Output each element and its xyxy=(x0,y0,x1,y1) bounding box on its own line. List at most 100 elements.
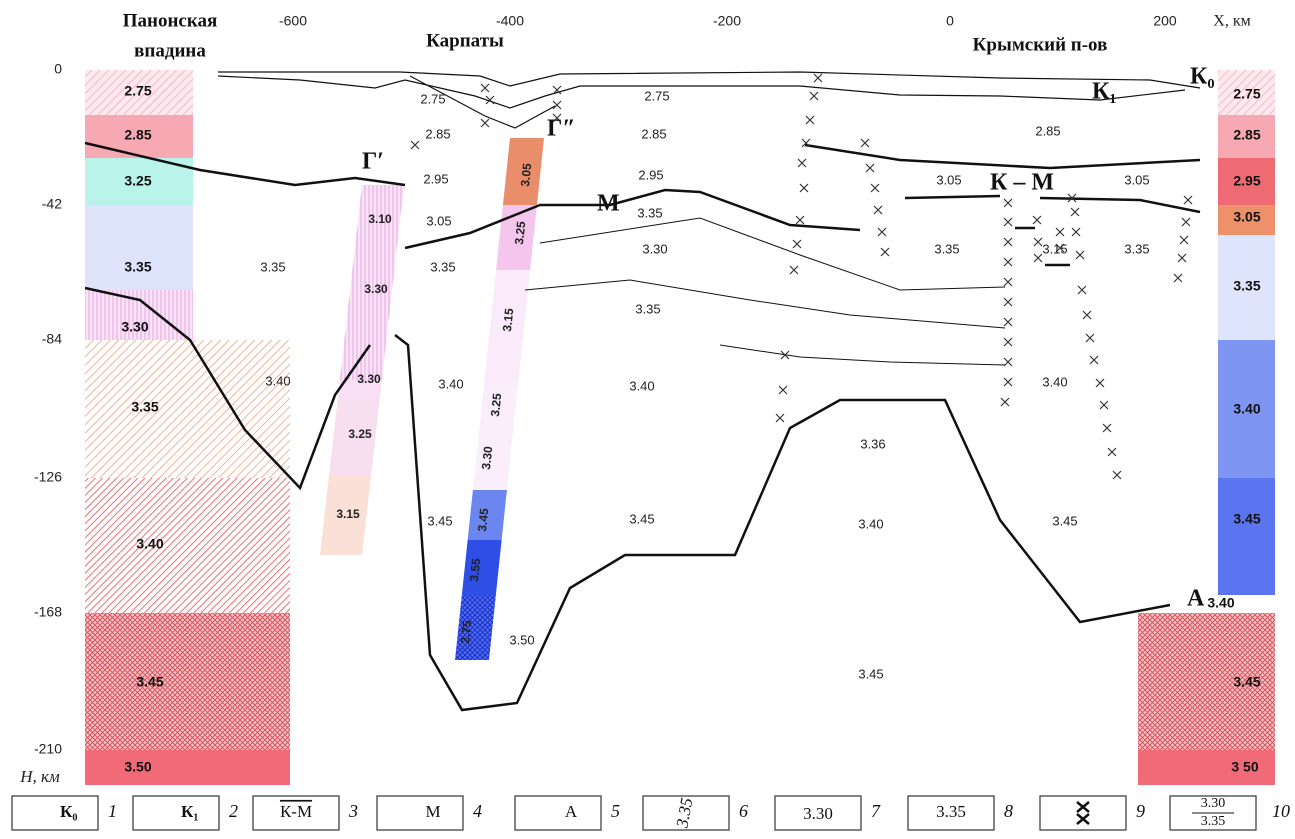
cross-mark xyxy=(1003,257,1013,267)
section-label: 3.15 xyxy=(1042,241,1067,256)
strip-label: 3.10 xyxy=(368,212,392,226)
y-tick-label: -84 xyxy=(42,331,62,347)
cross-mark xyxy=(1000,397,1010,407)
cross-mark xyxy=(809,91,819,101)
cross-mark xyxy=(1003,377,1013,387)
y-tick-label: -168 xyxy=(34,604,62,620)
strip-label: 3.45 xyxy=(475,507,491,532)
boundary-line xyxy=(394,334,1171,712)
boundary-line xyxy=(84,141,406,187)
cross-mark xyxy=(1107,447,1117,457)
cross-mark xyxy=(880,247,890,257)
legend-number: 9 xyxy=(1136,801,1145,821)
cross-mark xyxy=(1077,285,1087,295)
boundary-line xyxy=(84,286,372,491)
layers xyxy=(85,70,1275,785)
legend-label: 3.30 xyxy=(803,804,833,823)
cross-mark xyxy=(1055,227,1065,237)
strip-label: 3.30 xyxy=(357,372,381,386)
layer xyxy=(85,340,290,478)
cross-mark xyxy=(778,385,788,395)
legend-box xyxy=(252,795,340,831)
section-label: 3.05 xyxy=(1124,172,1149,187)
boundary-line xyxy=(1039,196,1201,214)
legend-label: К₁ xyxy=(181,802,198,821)
region-label: Карпаты xyxy=(426,30,504,51)
column-label: 2.95 xyxy=(1233,173,1260,189)
section-label: 3.45 xyxy=(1052,513,1077,528)
section-label: 3.35 xyxy=(637,205,662,220)
column-label: 3.40 xyxy=(1233,401,1260,417)
legend-label: К₀ xyxy=(60,802,77,821)
legend-number: 10 xyxy=(1272,801,1290,821)
cross-mark xyxy=(1181,217,1191,227)
layer xyxy=(1218,70,1275,115)
legend-box xyxy=(774,795,862,831)
strip-label: 3.30 xyxy=(364,282,388,296)
cross-mark xyxy=(1183,195,1193,205)
strip-label: 3.25 xyxy=(512,220,528,245)
column-label: 2.75 xyxy=(124,83,151,99)
boundary-line xyxy=(218,71,1201,89)
cross-mark xyxy=(797,158,807,168)
layer xyxy=(339,250,397,380)
x-tick-label: 200 xyxy=(1153,13,1177,29)
legend-label: К-М xyxy=(280,802,312,821)
section-label: 3.35 xyxy=(635,301,660,316)
region-label: впадина xyxy=(134,40,206,61)
cross-mark xyxy=(1003,317,1013,327)
section-label: 2.85 xyxy=(641,126,666,141)
column-label: 3.50 xyxy=(124,759,151,775)
legend-number: 2 xyxy=(229,801,238,821)
y-tick-label: -126 xyxy=(34,469,62,485)
x-axis-label: X, км xyxy=(1213,13,1250,30)
layer xyxy=(455,595,496,660)
cross-mark xyxy=(1177,253,1187,263)
section-label: 3.05 xyxy=(936,172,961,187)
section-label: 2.75 xyxy=(644,88,669,103)
cross-mark xyxy=(789,265,799,275)
region-label: Крымский п-ов xyxy=(973,34,1108,55)
layer xyxy=(329,400,380,475)
boundary-label: К – М xyxy=(990,170,1054,196)
section-label: 3.35 xyxy=(1124,241,1149,256)
boundary-line xyxy=(539,217,1006,291)
column-label: 3.35 xyxy=(1233,278,1260,294)
cross-mark xyxy=(1075,250,1085,260)
strip-label: 3.15 xyxy=(336,507,360,521)
layer xyxy=(1138,750,1275,785)
legend-box xyxy=(132,795,220,831)
cross-mark xyxy=(1102,423,1112,433)
layer xyxy=(337,380,382,400)
section-label: 3.36 xyxy=(860,436,885,451)
cross-mark xyxy=(1099,400,1109,410)
cross-mark xyxy=(1095,378,1105,388)
boundary-line xyxy=(404,188,861,250)
column-label: 3.35 xyxy=(124,259,151,275)
legend-cross xyxy=(1076,801,1090,825)
cross-mark xyxy=(1112,470,1122,480)
boundary-line xyxy=(217,75,1186,109)
section-label: 2.85 xyxy=(1035,123,1060,138)
x-tick-label: -600 xyxy=(279,13,307,29)
strip-label: 2.75 xyxy=(458,619,474,644)
layer xyxy=(1218,340,1275,478)
legend-label: А xyxy=(565,802,578,821)
x-tick-label: 0 xyxy=(946,13,954,29)
cross-mark xyxy=(1003,198,1013,208)
cross-mark xyxy=(813,73,823,83)
strip-label: 3.15 xyxy=(500,307,516,332)
y-tick-label: 0 xyxy=(54,61,62,77)
legend-box xyxy=(1169,795,1257,831)
y-tick-label: -210 xyxy=(34,741,62,757)
cross-mark xyxy=(792,239,802,249)
layer xyxy=(85,205,193,290)
cross-mark xyxy=(1067,193,1077,203)
column-label: 3.45 xyxy=(1233,674,1260,690)
section-label: 3.35 xyxy=(430,259,455,274)
cross-mark xyxy=(1003,337,1013,347)
cross-mark xyxy=(1033,237,1043,247)
cross-mark xyxy=(1003,357,1013,367)
layer xyxy=(354,185,404,250)
